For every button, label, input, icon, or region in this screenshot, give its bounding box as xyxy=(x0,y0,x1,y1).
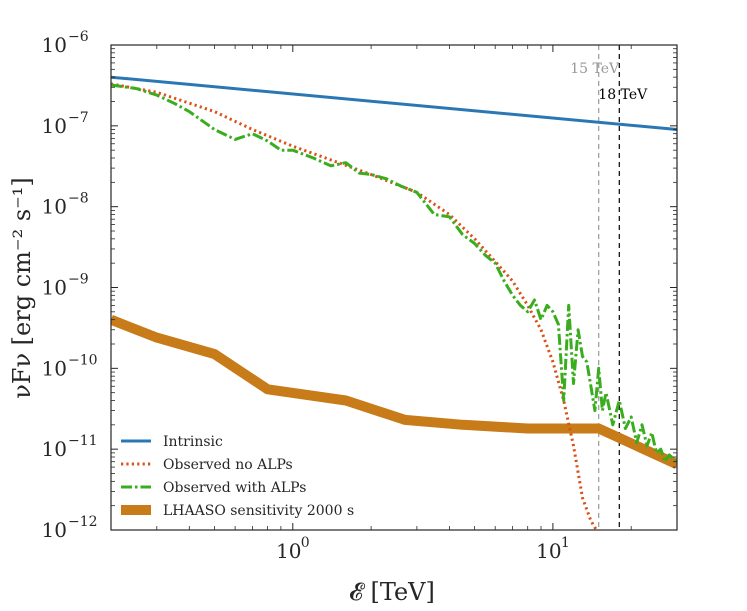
y-axis-label: νFν [erg cm⁻² s⁻¹] xyxy=(8,177,36,399)
legend-label-1: Observed no ALPs xyxy=(163,457,293,473)
x-tick-exponent: 0 xyxy=(301,535,310,551)
y-tick-label: 10 xyxy=(42,356,67,380)
x-axis-label: 𝓔 [TeV] xyxy=(349,578,435,606)
y-tick-label: 10 xyxy=(42,437,67,461)
y-tick-exponent: −11 xyxy=(68,433,98,449)
y-tick-label: 10 xyxy=(42,33,67,57)
x-tick-exponent: 1 xyxy=(561,535,570,551)
legend-label-2: Observed with ALPs xyxy=(163,480,306,496)
series-line-observed-no-alps xyxy=(111,82,598,530)
legend-label-0: Intrinsic xyxy=(163,434,223,450)
legend: Intrinsic Observed no ALPs Observed with A… xyxy=(121,434,354,519)
x-tick-label: 10 xyxy=(276,539,301,563)
y-tick-exponent: −6 xyxy=(68,29,89,45)
vline-label-18tev: 18 TeV xyxy=(598,87,648,103)
y-tick-exponent: −7 xyxy=(68,110,89,126)
y-tick-label: 10 xyxy=(42,276,67,300)
series-line-lhaaso-sensitivity-2000-s xyxy=(111,315,677,469)
x-tick-label: 10 xyxy=(536,539,561,563)
y-tick-exponent: −9 xyxy=(68,272,89,288)
y-tick-exponent: −10 xyxy=(68,352,98,368)
series-line-observed-with-alps xyxy=(111,83,677,464)
plot-area: 15 TeV 18 TeV xyxy=(111,45,677,530)
y-tick-label: 10 xyxy=(42,195,67,219)
y-tick-exponent: −12 xyxy=(68,514,98,530)
legend-label-3: LHAASO sensitivity 2000 s xyxy=(163,503,354,519)
y-tick-label: 10 xyxy=(42,518,67,542)
series-line-intrinsic xyxy=(111,75,677,131)
y-tick-label: 10 xyxy=(42,114,67,138)
vline-label-15tev: 15 TeV xyxy=(570,61,620,77)
y-tick-exponent: −8 xyxy=(68,191,89,207)
